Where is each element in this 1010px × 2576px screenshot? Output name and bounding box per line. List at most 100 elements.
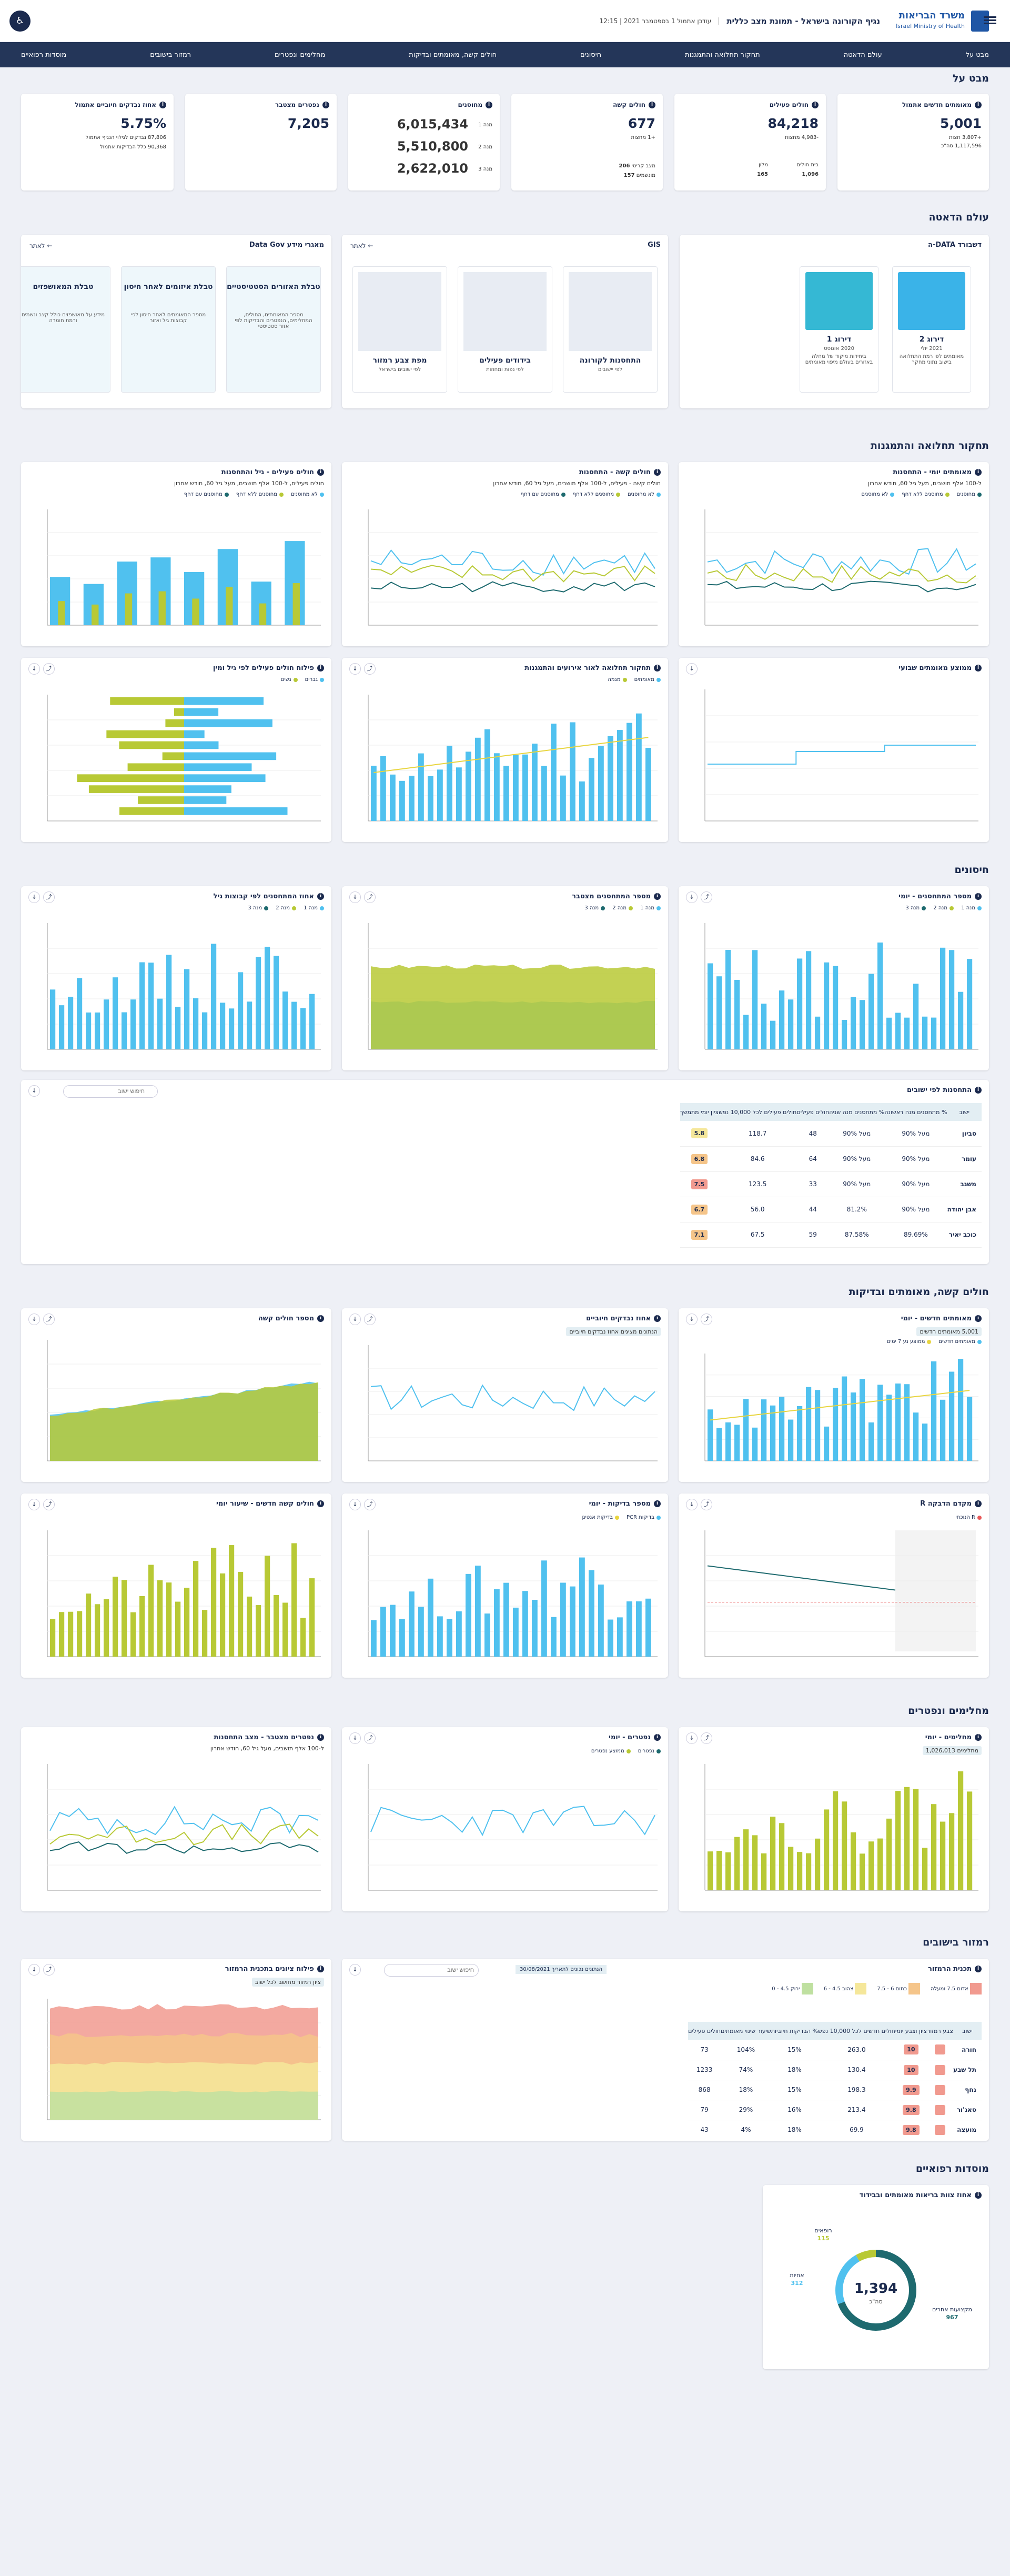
info-icon[interactable]: i xyxy=(975,1500,982,1507)
download-icon[interactable]: ↓ xyxy=(349,1314,361,1325)
accessibility-icon[interactable]: ♿ xyxy=(9,11,31,32)
gov-tile-hospitalized[interactable]: טבלת המאושפזים מידע על מאושפזים כולל קצב … xyxy=(21,266,110,393)
col-header[interactable]: % הבדיקות חיוביות xyxy=(771,2022,819,2040)
nav-overview[interactable]: מבט על xyxy=(965,51,989,59)
share-icon[interactable]: ⤴ xyxy=(43,1964,55,1976)
col-header[interactable]: ציון יומי מתמשך xyxy=(680,1103,719,1121)
info-icon[interactable]: i xyxy=(975,1966,982,1972)
info-icon[interactable]: i xyxy=(654,1734,661,1741)
share-icon[interactable]: ⤴ xyxy=(364,663,376,675)
info-icon[interactable]: i xyxy=(317,665,324,671)
col-header[interactable]: ישוב xyxy=(953,2022,982,2040)
bar xyxy=(409,776,415,821)
info-icon[interactable]: i xyxy=(975,893,982,900)
download-icon[interactable]: ↓ xyxy=(686,663,698,675)
info-icon[interactable]: i xyxy=(975,665,982,671)
share-icon[interactable]: ⤴ xyxy=(364,1499,376,1510)
download-icon[interactable]: ↓ xyxy=(686,1732,698,1744)
nav-recovered[interactable]: מחלימים ונפטרים xyxy=(275,51,326,59)
share-icon[interactable]: ⤴ xyxy=(701,1499,712,1510)
info-icon[interactable]: i xyxy=(322,101,329,108)
share-icon[interactable]: ⤴ xyxy=(701,1732,712,1744)
donut-value-doctors: 115 xyxy=(817,2235,830,2242)
info-icon[interactable]: i xyxy=(654,893,661,900)
col-header[interactable]: חולים חדשים לכל 10,000 נפש xyxy=(818,2022,895,2040)
info-icon[interactable]: i xyxy=(654,469,661,476)
info-icon[interactable]: i xyxy=(975,1734,982,1741)
info-icon[interactable]: i xyxy=(975,2192,982,2199)
info-icon[interactable]: i xyxy=(654,1500,661,1507)
info-icon[interactable]: i xyxy=(812,101,819,108)
share-icon[interactable]: ⤴ xyxy=(364,891,376,903)
nav-severe[interactable]: חולים קשה, מאומתים ובדיקות xyxy=(409,51,497,59)
info-icon[interactable]: i xyxy=(975,1087,982,1094)
share-icon[interactable]: ⤴ xyxy=(701,1314,712,1325)
col-header[interactable]: חולים פעילים xyxy=(796,1103,830,1121)
info-icon[interactable]: i xyxy=(317,1734,324,1741)
gis-tile-traffic[interactable]: מפת צבע רמזור לפי ישובים בישראל xyxy=(352,266,447,393)
info-icon[interactable]: i xyxy=(975,469,982,476)
share-icon[interactable]: ⤴ xyxy=(43,891,55,903)
download-icon[interactable]: ↓ xyxy=(28,1499,40,1510)
download-icon[interactable]: ↓ xyxy=(349,1732,361,1744)
hamburger-menu-icon[interactable] xyxy=(984,15,996,25)
info-icon[interactable]: i xyxy=(317,469,324,476)
table-cell: משגב xyxy=(947,1171,982,1197)
col-header[interactable]: צבע רמזור xyxy=(926,2022,953,2040)
gis-tile-vaccination[interactable]: התחסנות לקורונה לפי יישובים xyxy=(563,266,658,393)
info-icon[interactable]: i xyxy=(654,1315,661,1322)
download-icon[interactable]: ↓ xyxy=(686,1314,698,1325)
info-icon[interactable]: i xyxy=(317,1315,324,1322)
col-header[interactable]: שיעור שינוי מאומתים xyxy=(721,2022,771,2040)
download-icon[interactable]: ↓ xyxy=(28,891,40,903)
table-row: נחף 9.9 198.3 15% 18% 868 xyxy=(688,2080,982,2100)
download-icon[interactable]: ↓ xyxy=(28,1314,40,1325)
gis-tile-isolation[interactable]: בידודים פעילים לפי נפות ומחוזות xyxy=(458,266,552,393)
gov-more-link[interactable]: ← לאתר xyxy=(29,242,53,249)
info-icon[interactable]: i xyxy=(317,1966,324,1972)
download-icon[interactable]: ↓ xyxy=(686,1499,698,1510)
share-icon[interactable]: ⤴ xyxy=(701,891,712,903)
col-header[interactable]: ישוב xyxy=(947,1103,982,1121)
nav-traffic[interactable]: רמזור בישובים xyxy=(150,51,191,59)
gis-more-link[interactable]: ← לאתר xyxy=(350,242,373,249)
download-icon[interactable]: ↓ xyxy=(349,891,361,903)
gov-tile-stat-areas[interactable]: טבלת האזורים הסטטיסטיים מספר המאומתים, הח… xyxy=(226,266,321,393)
dashboard-tile-2[interactable]: דירוג 2 2021 יולי מאומתים לפי רמת התחלואה … xyxy=(892,266,971,393)
download-icon[interactable]: ↓ xyxy=(349,1964,361,1976)
nav-morbidity[interactable]: תחקור תחלואה והתמגנות xyxy=(685,51,760,59)
info-icon[interactable]: i xyxy=(649,101,655,108)
share-icon[interactable]: ⤴ xyxy=(364,1732,376,1744)
col-header[interactable]: % מתחסנים מנה שניה xyxy=(829,1103,885,1121)
col-header[interactable]: ציון וצבע יומי xyxy=(895,2022,927,2040)
download-icon[interactable]: ↓ xyxy=(28,663,40,675)
ministry-logo[interactable]: משרד הבריאות Israel Ministry of Health xyxy=(896,10,989,32)
nav-vaccines[interactable]: חיסונים xyxy=(580,51,602,59)
download-icon[interactable]: ↓ xyxy=(28,1085,40,1097)
info-icon[interactable]: i xyxy=(654,665,661,671)
info-icon[interactable]: i xyxy=(975,101,982,108)
col-header[interactable]: % מתחסנים מנה ראשונה xyxy=(884,1103,947,1121)
nav-data-world[interactable]: עולם הדאטה xyxy=(843,51,882,59)
town-search-input[interactable] xyxy=(63,1085,158,1098)
download-icon[interactable]: ↓ xyxy=(349,1499,361,1510)
share-icon[interactable]: ⤴ xyxy=(364,1314,376,1325)
info-icon[interactable]: i xyxy=(975,1315,982,1322)
traffic-search-input[interactable] xyxy=(384,1964,479,1977)
info-icon[interactable]: i xyxy=(317,893,324,900)
col-header[interactable]: חולים פעילים לכל 10,000 נפש xyxy=(719,1103,797,1121)
info-icon[interactable]: i xyxy=(159,101,166,108)
download-icon[interactable]: ↓ xyxy=(28,1964,40,1976)
info-icon[interactable]: i xyxy=(486,101,492,108)
nav-medical[interactable]: מוסדות רפואיים xyxy=(21,51,67,59)
col-header[interactable]: חולים פעילים xyxy=(688,2022,721,2040)
share-icon[interactable]: ⤴ xyxy=(43,663,55,675)
download-icon[interactable]: ↓ xyxy=(686,891,698,903)
info-icon[interactable]: i xyxy=(317,1500,324,1507)
dashboard-tile-1[interactable]: דירוג 1 2020 אוגוסט ביחידות מיקוד של מחלה … xyxy=(800,266,878,393)
table-cell: 9.8 xyxy=(895,2120,927,2140)
share-icon[interactable]: ⤴ xyxy=(43,1499,55,1510)
download-icon[interactable]: ↓ xyxy=(349,663,361,675)
gov-tile-post-vax[interactable]: טבלת איזומים לאחר חיסון מספר המאומתים לאח… xyxy=(121,266,216,393)
share-icon[interactable]: ⤴ xyxy=(43,1314,55,1325)
